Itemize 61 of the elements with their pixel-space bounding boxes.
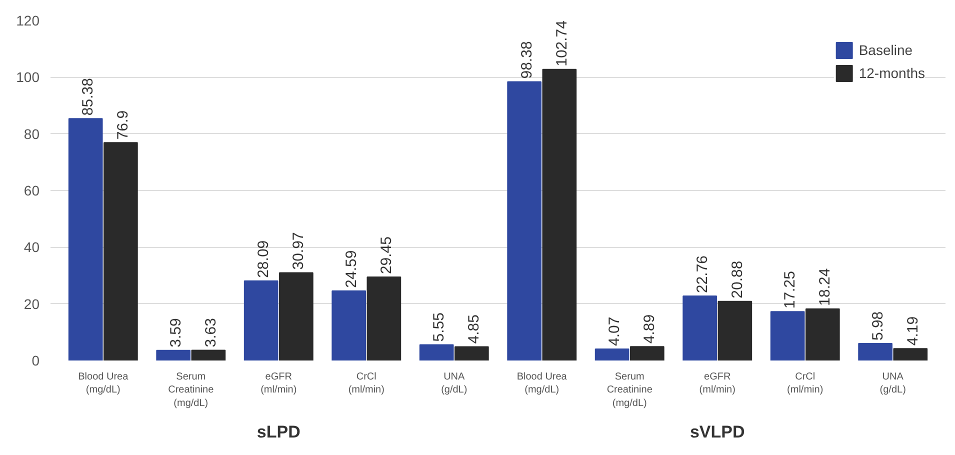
- y-tick-label: 120: [16, 12, 40, 28]
- y-tick-label: 20: [24, 296, 40, 312]
- bar: [244, 280, 278, 360]
- data-label: 5.55: [430, 312, 448, 342]
- x-tick-label: Serum Creatinine (mg/dL): [168, 372, 214, 409]
- bar: [156, 350, 191, 360]
- bar: [594, 348, 630, 360]
- x-tick-label: Blood Urea (mg/dL): [516, 372, 568, 396]
- x-tick-label: CrCl (ml/min): [348, 372, 384, 396]
- y-tick-label: 100: [16, 69, 40, 86]
- bar: [454, 346, 489, 360]
- x-tick-label: Blood Urea (mg/dL): [78, 372, 129, 396]
- bar: [682, 296, 717, 360]
- data-label: 30.97: [290, 232, 308, 270]
- data-label: 4.85: [466, 314, 483, 344]
- legend-label: Baseline: [858, 42, 913, 58]
- data-label: 5.98: [869, 311, 886, 341]
- data-label: 22.76: [694, 255, 711, 294]
- data-label: 17.25: [782, 271, 799, 309]
- x-tick-label: eGFR (ml/min): [699, 372, 736, 396]
- bar: [191, 350, 226, 360]
- bar: [893, 348, 928, 360]
- y-tick-label: 80: [24, 126, 40, 142]
- data-label: 98.38: [518, 41, 536, 79]
- data-label: 4.89: [641, 314, 658, 344]
- data-label: 4.07: [606, 316, 624, 346]
- x-tick-label: eGFR (ml/min): [260, 372, 297, 396]
- bar: [805, 308, 840, 360]
- bar: [279, 272, 314, 360]
- x-tick-label: Serum Creatinine (mg/dL): [606, 372, 653, 409]
- data-label: 3.63: [202, 318, 220, 348]
- bar: [630, 346, 664, 360]
- data-label: 29.45: [378, 236, 395, 274]
- data-label: 24.59: [342, 250, 360, 288]
- data-label: 4.19: [904, 316, 922, 346]
- text: sLPD: [256, 422, 300, 442]
- bar: [104, 142, 138, 360]
- text: sVLPD: [690, 422, 745, 442]
- data-label: 20.88: [728, 260, 746, 298]
- x-tick-label: UNA (g/dL): [880, 372, 906, 396]
- bar: [68, 118, 103, 360]
- bar: [770, 311, 805, 360]
- bar: [542, 68, 577, 360]
- data-label: 85.38: [80, 78, 97, 116]
- x-tick-label: CrCl (ml/min): [787, 372, 824, 396]
- legend-label: 12-months: [858, 65, 925, 81]
- bar: [419, 344, 454, 360]
- bar: [332, 290, 366, 360]
- bar: [718, 300, 752, 360]
- y-tick-label: 60: [24, 182, 40, 198]
- data-label: 76.9: [114, 110, 132, 140]
- bar: [507, 81, 542, 360]
- data-label: 3.59: [167, 318, 184, 348]
- y-tick-label: 0: [32, 352, 40, 368]
- bar: [366, 276, 402, 360]
- bar: [858, 343, 892, 360]
- data-label: 28.09: [255, 240, 272, 278]
- y-tick-label: 40: [24, 239, 40, 256]
- data-label: 18.24: [816, 268, 834, 306]
- data-label: 102.74: [553, 20, 570, 66]
- x-tick-label: UNA (g/dL): [441, 372, 468, 396]
